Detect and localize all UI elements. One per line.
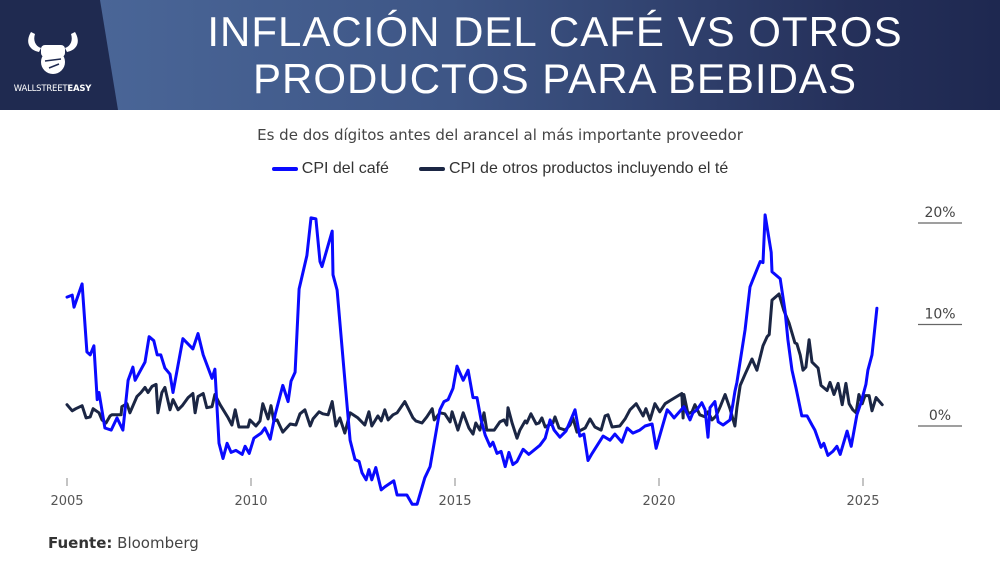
source-note: Fuente: Bloomberg [48,534,199,552]
legend-label-coffee: CPI del café [301,160,389,177]
bull-fist-icon [27,32,78,74]
x-tick-label: 2010 [234,494,267,509]
series-line-coffee-cpi [65,213,879,506]
series-line-other-beverages-cpi [65,292,884,440]
logo-text: WALLSTREETEASY [13,84,92,94]
legend-item-coffee: CPI del café [271,160,389,178]
legend-swatch-coffee [271,167,298,171]
title-line-2: PRODUCTOS PARA BEBIDAS [253,55,857,102]
chart-legend: CPI del café CPI de otros productos incl… [0,160,1000,178]
y-tick-label: 10% [924,307,955,323]
legend-label-other: CPI de otros productos incluyendo el té [448,160,729,177]
x-tick-label: 2015 [438,494,471,509]
page-title: INFLACIÓN DEL CAFÉ VS OTROS PRODUCTOS PA… [130,8,980,102]
y-tick-label: 0% [929,408,951,424]
legend-swatch-other [418,167,445,171]
x-tick-label: 2020 [642,494,675,509]
title-line-1: INFLACIÓN DEL CAFÉ VS OTROS [207,8,903,55]
x-tick-label: 2005 [50,494,83,509]
x-tick-label: 2025 [846,494,879,509]
wallstreeteasy-logo: WALLSTREETEASY [10,28,95,94]
y-tick-label: 20% [924,205,955,221]
source-value: Bloomberg [117,534,199,552]
header-banner: WALLSTREETEASY INFLACIÓN DEL CAFÉ VS OTR… [0,0,1000,110]
legend-item-other: CPI de otros productos incluyendo el té [418,160,729,178]
source-label: Fuente: [48,534,113,552]
chart-subtitle: Es de dos dígitos antes del arancel al m… [257,126,743,144]
